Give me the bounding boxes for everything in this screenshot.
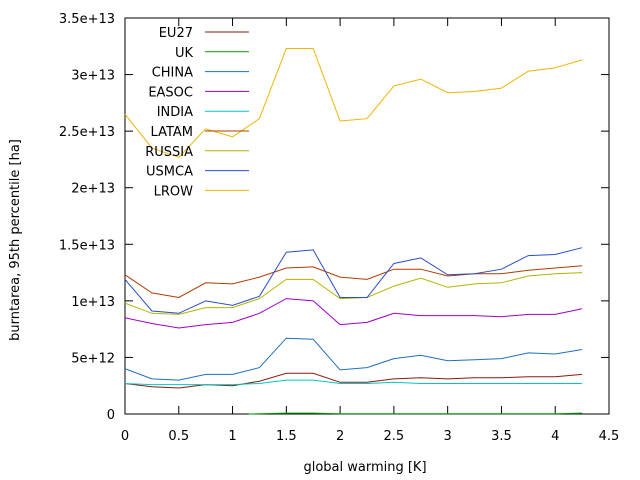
series-line-usmca xyxy=(124,247,583,314)
x-tick-label: 4 xyxy=(551,429,559,444)
series-line-latam xyxy=(124,265,583,299)
series-line-china xyxy=(124,337,583,381)
legend-label-latam: LATAM xyxy=(151,125,193,140)
axes: 0 5e+12 1e+13 1.5e+13 2e+13 2.5e+13 3e+13 3.5e+… xyxy=(59,12,619,444)
legend-label-usmca: USMCA xyxy=(146,165,193,180)
x-tick-label: 3.5 xyxy=(491,429,512,444)
series-line-lrow xyxy=(124,48,583,158)
x-tick-label: 2 xyxy=(336,429,344,444)
x-tick-label: 2.5 xyxy=(384,429,405,444)
series-line-russia xyxy=(124,272,583,315)
legend-label-easoc: EASOC xyxy=(148,85,193,100)
x-tick-label: 3 xyxy=(444,429,452,444)
x-tick-label: 0 xyxy=(121,429,129,444)
y-tick-label: 2e+13 xyxy=(71,182,115,197)
plot-frame xyxy=(124,17,610,415)
series-line-india xyxy=(124,379,583,386)
series-lines xyxy=(124,48,583,415)
y-tick-label: 3.5e+13 xyxy=(59,12,115,27)
legend-label-uk: UK xyxy=(175,46,194,61)
legend-label-india: INDIA xyxy=(157,105,193,120)
legend-label-russia: RUSSIA xyxy=(145,145,193,160)
x-axis-label: global warming [K] xyxy=(303,460,426,475)
y-axis-label: burntarea, 95th percentile [ha] xyxy=(8,139,23,341)
x-tick-label: 4.5 xyxy=(599,429,620,444)
legend-label-eu27: EU27 xyxy=(159,26,193,41)
x-tick-label: 1.5 xyxy=(276,429,297,444)
legend-label-lrow: LROW xyxy=(154,184,194,199)
legend-label-china: CHINA xyxy=(152,66,193,81)
y-tick-label: 1.5e+13 xyxy=(59,238,115,253)
y-tick-label: 0 xyxy=(107,408,115,423)
series-line-easoc xyxy=(124,298,583,329)
y-tick-label: 1e+13 xyxy=(71,295,115,310)
x-tick-label: 1 xyxy=(228,429,236,444)
x-tick-label: 0.5 xyxy=(168,429,189,444)
series-line-uk xyxy=(248,412,583,415)
series-line-eu27 xyxy=(124,372,583,389)
y-tick-label: 3e+13 xyxy=(71,69,115,84)
y-tick-label: 2.5e+13 xyxy=(59,125,115,140)
legend: EU27 UK CHINA EASOC INDIA LATAM RUSSIA USMCA LRO… xyxy=(145,26,249,199)
y-tick-label: 5e+12 xyxy=(71,351,115,366)
